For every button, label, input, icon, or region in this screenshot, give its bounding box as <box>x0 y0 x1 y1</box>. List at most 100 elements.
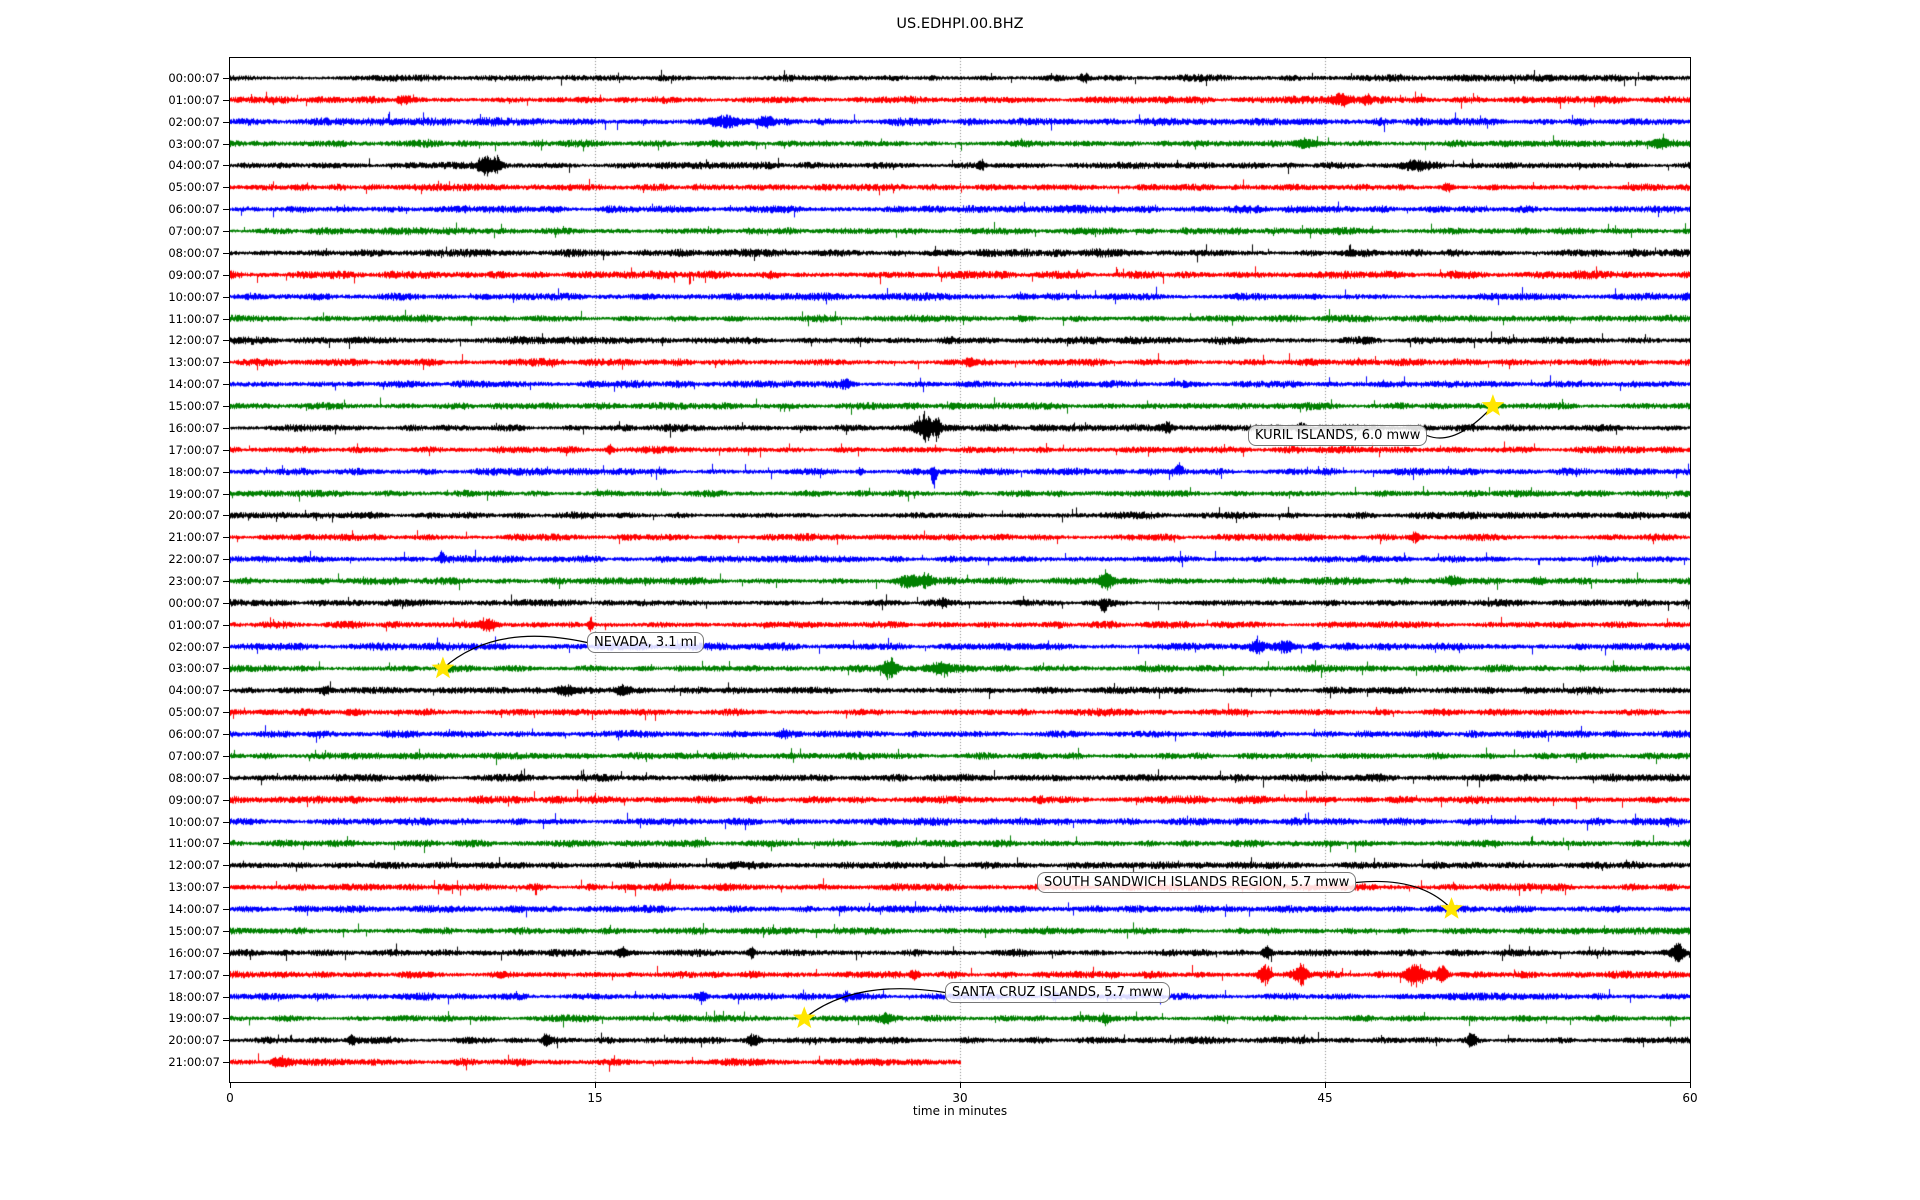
y-tick-mark <box>223 952 229 954</box>
y-tick-mark <box>223 581 229 582</box>
y-tick-mark <box>223 909 229 911</box>
y-tick-label: 21:00:07 <box>168 1055 220 1070</box>
x-axis-label: time in minutes <box>912 1104 1008 1118</box>
y-tick-mark <box>223 384 229 386</box>
y-tick-mark <box>223 843 229 845</box>
y-tick-mark <box>223 712 229 714</box>
x-tick-mark <box>230 1083 231 1088</box>
y-tick-mark <box>223 1040 229 1042</box>
y-tick-label: 14:00:07 <box>168 902 220 917</box>
y-tick-mark <box>223 471 229 473</box>
y-tick-label: 13:00:07 <box>168 880 220 895</box>
y-tick-mark <box>223 668 229 670</box>
y-tick-label: 04:00:07 <box>168 683 220 698</box>
figure-title: US.EDHPI.00.BHZ <box>896 16 1024 32</box>
y-tick-mark <box>223 318 229 320</box>
event-annotation-label: SOUTH SANDWICH ISLANDS REGION, 5.7 mww <box>1037 872 1357 893</box>
y-tick-mark <box>223 340 229 342</box>
y-tick-label: 07:00:07 <box>168 224 220 239</box>
y-tick-label: 04:00:07 <box>168 158 220 173</box>
y-tick-label: 23:00:07 <box>168 574 220 588</box>
annotation-connector-line <box>803 988 946 1019</box>
y-tick-mark <box>223 624 229 626</box>
y-tick-mark <box>223 99 229 101</box>
y-tick-label: 16:00:07 <box>168 945 220 960</box>
y-tick-mark <box>223 537 229 539</box>
y-tick-label: 10:00:07 <box>168 289 220 304</box>
y-tick-label: 11:00:07 <box>168 311 220 326</box>
y-tick-label: 13:00:07 <box>168 355 220 370</box>
y-tick-mark <box>223 734 229 736</box>
event-star-icon <box>1481 394 1505 416</box>
y-tick-mark <box>223 887 229 889</box>
y-tick-mark <box>223 865 229 867</box>
y-tick-label: 12:00:07 <box>168 858 220 873</box>
y-tick-label: 22:00:07 <box>168 552 220 567</box>
y-tick-label: 06:00:07 <box>168 202 220 217</box>
y-tick-mark <box>223 78 229 79</box>
annotation-connector-line <box>1355 880 1452 910</box>
y-tick-mark <box>223 121 229 123</box>
y-tick-label: 16:00:07 <box>168 420 220 435</box>
x-tick-mark <box>960 1083 961 1088</box>
x-tick-label: 0 <box>226 1091 234 1105</box>
y-tick-label: 14:00:07 <box>168 377 220 392</box>
y-tick-label: 08:00:07 <box>168 245 220 260</box>
y-tick-label: 20:00:07 <box>168 508 220 523</box>
y-tick-label: 01:00:07 <box>168 617 220 632</box>
y-tick-label: 09:00:07 <box>168 792 220 807</box>
y-tick-label: 20:00:07 <box>168 1033 220 1048</box>
y-tick-mark <box>223 1018 229 1020</box>
y-tick-label: 19:00:07 <box>168 486 220 501</box>
y-tick-label: 19:00:07 <box>168 1011 220 1026</box>
event-annotation-label: SANTA CRUZ ISLANDS, 5.7 mww <box>945 982 1171 1003</box>
event-star-icon <box>431 656 455 679</box>
y-tick-mark <box>223 690 229 692</box>
annotation-connector-line <box>442 635 588 669</box>
y-tick-label: 18:00:07 <box>168 464 220 479</box>
y-tick-mark <box>223 930 229 932</box>
y-tick-label: 12:00:07 <box>168 333 220 348</box>
y-tick-mark <box>223 493 229 495</box>
y-tick-mark <box>223 974 229 976</box>
x-tick-mark <box>1690 1083 1691 1088</box>
y-tick-mark <box>223 449 229 451</box>
y-tick-mark <box>223 515 229 517</box>
x-tick-label: 45 <box>1317 1091 1333 1105</box>
y-tick-mark <box>223 755 229 757</box>
y-tick-mark <box>223 799 229 801</box>
y-tick-mark <box>223 406 229 408</box>
y-tick-mark <box>223 646 229 648</box>
y-tick-mark <box>223 559 229 561</box>
y-tick-label: 02:00:07 <box>168 114 220 129</box>
y-tick-label: 21:00:07 <box>168 530 220 545</box>
x-tick-label: 15 <box>587 1091 603 1105</box>
y-tick-label: 01:00:07 <box>168 92 220 107</box>
y-tick-label: 08:00:07 <box>168 770 220 785</box>
y-tick-mark <box>223 427 229 429</box>
y-tick-label: 15:00:07 <box>168 923 220 938</box>
y-tick-mark <box>223 602 229 604</box>
y-tick-label: 05:00:07 <box>168 705 220 720</box>
y-tick-mark <box>223 165 229 167</box>
event-star-icon <box>1440 897 1463 919</box>
y-tick-label: 05:00:07 <box>168 180 220 195</box>
x-tick-label: 60 <box>1682 1091 1698 1105</box>
y-tick-label: 00:00:07 <box>168 71 220 85</box>
y-tick-mark <box>223 296 229 298</box>
y-tick-label: 02:00:07 <box>168 639 220 654</box>
event-star-icon <box>792 1006 816 1029</box>
x-tick-label: 30 <box>952 1091 968 1105</box>
y-tick-label: 07:00:07 <box>168 748 220 763</box>
y-tick-label: 17:00:07 <box>168 967 220 982</box>
y-tick-mark <box>223 274 229 276</box>
y-tick-mark <box>223 252 229 254</box>
y-tick-mark <box>223 187 229 189</box>
y-tick-label: 18:00:07 <box>168 989 220 1004</box>
y-tick-mark <box>223 1062 229 1064</box>
y-tick-label: 03:00:07 <box>168 136 220 151</box>
y-tick-mark <box>223 996 229 998</box>
y-tick-label: 06:00:07 <box>168 727 220 742</box>
